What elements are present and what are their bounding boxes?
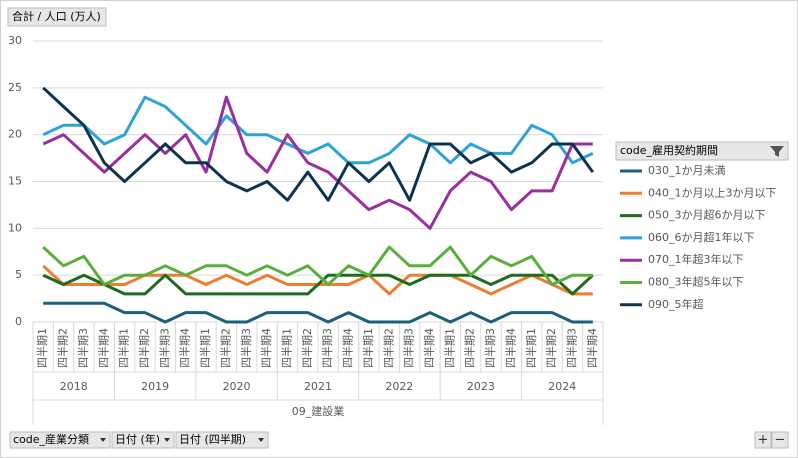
- series-line: [42, 245, 593, 286]
- x-tick-label: 四半期3: [320, 328, 334, 368]
- y-tick-label: 5: [15, 268, 22, 281]
- year-label: 2020: [223, 380, 251, 393]
- value-field-label: 合計 / 人口 (万人): [12, 9, 101, 23]
- x-tick-label: 四半期4: [96, 328, 110, 368]
- dropdown-arrow: [258, 438, 264, 442]
- legend-label: 070_1年超3年以下: [648, 252, 744, 266]
- x-tick-label: 四半期3: [564, 328, 578, 368]
- x-tick-label: 四半期2: [544, 328, 558, 368]
- plus-icon: +: [758, 433, 769, 448]
- filter-button[interactable]: [9, 431, 111, 449]
- series-line: [42, 86, 595, 202]
- x-tick-label: 四半期3: [483, 328, 497, 368]
- legend-label: 050_3か月超6か月以下: [648, 208, 766, 222]
- filter-label: code_産業分類: [13, 433, 89, 446]
- legend-label: 090_5年超: [648, 297, 704, 311]
- y-tick-label: 30: [8, 34, 22, 47]
- x-tick-label: 四半期3: [157, 328, 171, 368]
- dropdown-arrow: [100, 438, 106, 442]
- x-tick-label: 四半期4: [585, 328, 599, 368]
- collapse-button[interactable]: [771, 431, 789, 449]
- x-tick-label: 四半期1: [117, 328, 131, 368]
- legend-label: 060_6か月超1年以下: [648, 230, 755, 244]
- value-field-button[interactable]: [7, 7, 107, 27]
- legend-title: code_雇用契約期間: [620, 143, 718, 157]
- x-tick-label: 四半期1: [524, 328, 538, 368]
- x-tick-label: 四半期2: [463, 328, 477, 368]
- y-tick-label: 25: [8, 81, 22, 94]
- y-tick-label: 0: [15, 315, 22, 328]
- series-line: [42, 273, 594, 296]
- minus-icon: −: [775, 433, 786, 448]
- x-tick-label: 四半期1: [198, 328, 212, 368]
- filter-button[interactable]: [175, 431, 269, 449]
- year-label: 2018: [60, 380, 88, 393]
- x-tick-label: 四半期2: [56, 328, 70, 368]
- group-label: 09_建設業: [292, 404, 345, 418]
- filter-label: 日付 (四半期): [179, 432, 246, 446]
- series-line: [43, 301, 593, 324]
- x-tick-label: 四半期4: [503, 328, 517, 368]
- year-label: 2021: [304, 380, 332, 393]
- year-label: 2019: [141, 380, 169, 393]
- expand-button[interactable]: [754, 431, 772, 449]
- filter-button[interactable]: [111, 431, 175, 449]
- x-tick-label: 四半期2: [218, 328, 232, 368]
- year-label: 2022: [385, 380, 413, 393]
- x-tick-label: 四半期1: [361, 328, 375, 368]
- x-tick-label: 四半期4: [259, 328, 273, 368]
- legend-label: 040_1か月以上3か月以下: [648, 186, 777, 199]
- y-tick-label: 10: [8, 221, 22, 234]
- legend-header[interactable]: [615, 141, 789, 161]
- x-tick-label: 四半期4: [422, 328, 436, 368]
- x-tick-label: 四半期4: [341, 328, 355, 368]
- x-tick-label: 四半期2: [381, 328, 395, 368]
- series-line: [42, 95, 593, 230]
- filter-label: 日付 (年): [115, 432, 160, 446]
- filter-icon: [770, 146, 784, 157]
- y-tick-label: 15: [8, 175, 22, 188]
- x-tick-label: 四半期2: [300, 328, 314, 368]
- legend-label: 080_3年超5年以下: [648, 275, 744, 289]
- dropdown-arrow: [164, 438, 170, 442]
- year-label: 2024: [548, 380, 576, 393]
- x-tick-label: 四半期2: [137, 328, 151, 368]
- x-tick-label: 四半期3: [402, 328, 416, 368]
- x-tick-label: 四半期3: [239, 328, 253, 368]
- x-tick-label: 四半期1: [279, 328, 293, 368]
- x-tick-label: 四半期3: [76, 328, 90, 368]
- year-label: 2023: [467, 380, 495, 393]
- legend-label: 030_1か月未満: [648, 164, 726, 177]
- x-tick-label: 四半期1: [442, 328, 456, 368]
- series-line: [42, 95, 594, 165]
- x-tick-label: 四半期1: [35, 328, 49, 368]
- y-tick-label: 20: [8, 128, 22, 141]
- x-tick-label: 四半期4: [178, 328, 192, 368]
